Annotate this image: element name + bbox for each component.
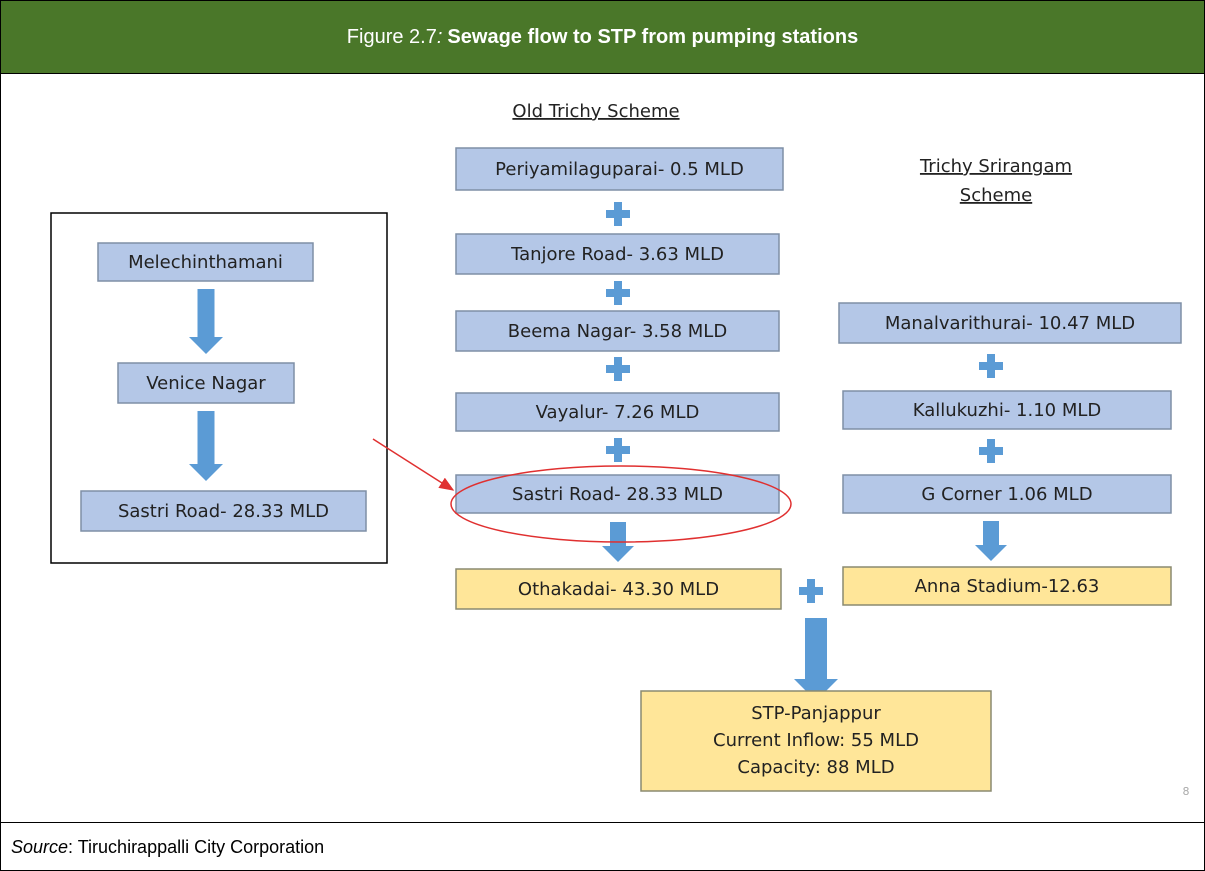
node-box	[455, 233, 780, 275]
figure-title: Sewage flow to STP from pumping stations	[447, 25, 859, 48]
node-box	[455, 147, 784, 191]
plus	[979, 439, 1003, 463]
scheme-title: Old Trichy Scheme	[512, 101, 679, 122]
stp-label: STP-Panjappur	[751, 703, 881, 724]
diagram: Old Trichy Scheme Trichy Srirangam Schem…	[50, 101, 1190, 798]
separator: :	[436, 25, 443, 48]
node-label: Periyamilaguparai- 0.5 MLD	[495, 159, 744, 180]
stp-label: Capacity: 88 MLD	[737, 757, 894, 778]
node-label: Othakadai- 43.30 MLD	[518, 579, 719, 600]
plus	[606, 357, 630, 381]
node-box	[455, 310, 780, 352]
plus	[606, 281, 630, 305]
scheme-title: Trichy Srirangam	[919, 156, 1072, 177]
node-label: Tanjore Road- 3.63 MLD	[510, 244, 724, 265]
header: Figure 2.7: Sewage flow to STP from pumpi…	[1, 1, 1204, 74]
figure-label: Figure 2.7	[346, 25, 437, 48]
node-box	[842, 474, 1172, 514]
node-label: Vayalur- 7.26 MLD	[536, 402, 700, 423]
footer: Source: Tiruchirappalli City Corporation	[1, 822, 1204, 870]
node-label: G Corner 1.06 MLD	[921, 484, 1092, 505]
node-box	[97, 242, 314, 282]
stp-label: Current Inflow: 55 MLD	[713, 730, 919, 751]
plus	[606, 202, 630, 226]
plus	[799, 579, 823, 603]
down-arrow	[189, 411, 223, 481]
stp-box	[640, 690, 992, 792]
page-number: 8	[1183, 785, 1190, 798]
node-box	[455, 568, 782, 610]
node-label: Manalvarithurai- 10.47 MLD	[885, 313, 1135, 334]
down-arrow	[189, 289, 223, 354]
down-arrow	[975, 521, 1007, 561]
node-label: Venice Nagar	[146, 373, 266, 394]
node-box	[80, 490, 367, 532]
node-label: Sastri Road- 28.33 MLD	[118, 501, 329, 522]
plus	[606, 438, 630, 462]
node-label: Kallukuzhi- 1.10 MLD	[913, 400, 1102, 421]
pointer-arrow	[372, 438, 455, 491]
group-frame	[50, 212, 388, 564]
node-box	[838, 302, 1182, 344]
node-box	[842, 566, 1172, 606]
node-label: Sastri Road- 28.33 MLD	[512, 484, 723, 505]
node-box	[117, 362, 295, 404]
plus	[979, 354, 1003, 378]
node-box	[455, 392, 780, 432]
source-text: : Tiruchirappalli City Corporation	[68, 837, 325, 857]
node-box	[842, 390, 1172, 430]
down-arrow	[794, 618, 838, 701]
node-label: Melechinthamani	[128, 252, 283, 273]
node-label: Beema Nagar- 3.58 MLD	[508, 321, 727, 342]
source-label: Source	[11, 837, 69, 857]
highlight	[450, 465, 792, 543]
scheme-title: Scheme	[960, 185, 1032, 206]
node-label: Anna Stadium-12.63	[915, 576, 1100, 597]
